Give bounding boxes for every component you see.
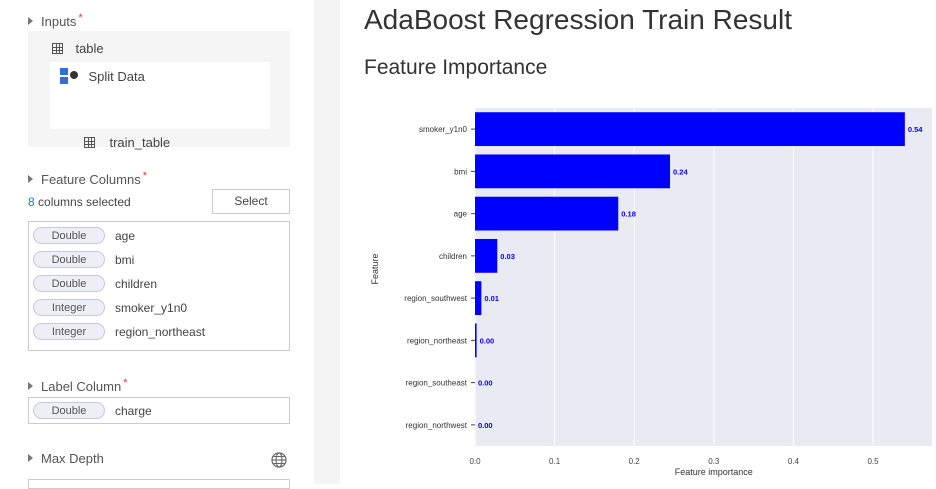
bar — [475, 196, 619, 231]
list-item[interactable]: Double children — [29, 273, 289, 294]
label-column-field[interactable]: Double charge — [28, 397, 290, 424]
column-name: bmi — [115, 252, 135, 267]
globe-icon[interactable] — [271, 452, 287, 468]
column-name: age — [115, 228, 136, 243]
y-tick-label: smoker_y1n0 — [419, 125, 468, 134]
x-tick-label: 0.5 — [867, 457, 879, 466]
data-label: 0.24 — [673, 167, 688, 176]
input-table-item[interactable]: table — [52, 40, 104, 58]
table-icon — [52, 43, 63, 54]
list-item[interactable]: Integer region_northeast — [29, 321, 289, 342]
x-tick-label: 0.4 — [788, 457, 800, 466]
split-data-box-bottom — [50, 98, 270, 129]
caret-right-icon — [28, 17, 33, 25]
bar — [475, 323, 477, 358]
selected-count: 8 — [28, 195, 35, 209]
y-tick-label: bmi — [454, 167, 467, 176]
section-title: Feature Importance — [364, 56, 548, 79]
columns-selected-text: 8 columns selected — [28, 195, 131, 209]
label-column-label: Label Column — [41, 379, 122, 394]
data-label: 0.00 — [480, 336, 495, 345]
caret-right-icon — [28, 454, 33, 462]
max-depth-label: Max Depth — [41, 451, 104, 466]
inputs-section-header[interactable]: Inputs * — [28, 12, 83, 29]
bar — [475, 112, 905, 147]
train-table-label: train_table — [109, 135, 171, 150]
selected-suffix: columns selected — [34, 195, 131, 209]
type-pill: Double — [33, 402, 105, 419]
result-panel: AdaBoost Regression Train Result Feature… — [340, 0, 936, 484]
bar — [475, 281, 482, 316]
caret-right-icon — [28, 382, 33, 390]
feature-importance-chart: 0.54 0.24 0.18 0.03 0.01 0.00 0.00 0.00 smoker_… — [370, 108, 932, 477]
x-tick-label: 0.0 — [469, 457, 481, 466]
data-label: 0.03 — [500, 252, 515, 261]
y-tick-label: region_southwest — [404, 294, 467, 303]
data-label: 0.00 — [478, 421, 493, 430]
data-label: 0.01 — [484, 294, 499, 303]
data-label: 0.00 — [478, 379, 493, 388]
x-tick-label: 0.3 — [708, 457, 720, 466]
type-pill: Double — [33, 227, 105, 244]
y-axis-label: Feature — [370, 253, 380, 284]
feature-columns-section-header[interactable]: Feature Columns * — [28, 170, 147, 187]
feature-columns-list: Double age Double bmi Double children Integ… — [28, 221, 290, 351]
column-name: region_northeast — [115, 324, 206, 339]
list-item[interactable]: Double bmi — [29, 249, 289, 270]
label-column-section-header[interactable]: Label Column * — [28, 377, 128, 394]
required-mark: * — [123, 377, 128, 389]
select-button[interactable]: Select — [212, 189, 290, 214]
bars: 0.54 0.24 0.18 0.03 0.01 0.00 0.00 0.00 — [475, 112, 923, 430]
data-label: 0.54 — [908, 125, 923, 134]
list-item[interactable]: Integer smoker_y1n0 — [29, 297, 289, 318]
x-tick-label: 0.1 — [549, 457, 561, 466]
type-pill: Double — [33, 251, 105, 268]
data-label: 0.18 — [621, 210, 636, 219]
max-depth-input[interactable] — [28, 479, 290, 489]
bar — [475, 154, 671, 189]
input-table-label: table — [75, 41, 104, 56]
column-name: children — [115, 276, 158, 291]
column-name: charge — [115, 403, 152, 418]
y-tick-label: children — [439, 252, 467, 261]
y-tick-label: age — [454, 210, 468, 219]
column-name: smoker_y1n0 — [115, 300, 188, 315]
type-pill: Integer — [33, 299, 105, 316]
inputs-box: table Split Data train_table — [28, 31, 290, 150]
x-axis-label: Feature importance — [675, 467, 753, 477]
split-data-item[interactable]: Split Data — [60, 68, 145, 86]
bar — [475, 238, 498, 273]
feature-columns-label: Feature Columns — [41, 172, 141, 187]
x-tick-label: 0.2 — [629, 457, 641, 466]
table-icon — [84, 137, 95, 148]
type-pill: Integer — [33, 323, 105, 340]
split-data-icon — [60, 68, 78, 84]
train-table-item[interactable]: train_table — [84, 134, 170, 152]
y-tick-label: region_northwest — [406, 421, 468, 430]
split-data-label: Split Data — [88, 69, 145, 84]
required-mark: * — [78, 12, 83, 24]
max-depth-section-header[interactable]: Max Depth — [28, 451, 104, 466]
parameter-panel: Inputs * table Split Data train_table Fea… — [0, 0, 315, 489]
y-tick-label: region_southeast — [406, 379, 468, 388]
caret-right-icon — [28, 175, 33, 183]
x-tick-labels: 0.0 0.1 0.2 0.3 0.4 0.5 — [469, 457, 879, 466]
panel-divider — [314, 0, 340, 484]
inputs-label: Inputs — [41, 14, 77, 29]
required-mark: * — [142, 170, 147, 182]
y-tick-label: region_northeast — [407, 336, 468, 345]
type-pill: Double — [33, 275, 105, 292]
page-title: AdaBoost Regression Train Result — [364, 4, 792, 35]
list-item[interactable]: Double age — [29, 225, 289, 246]
